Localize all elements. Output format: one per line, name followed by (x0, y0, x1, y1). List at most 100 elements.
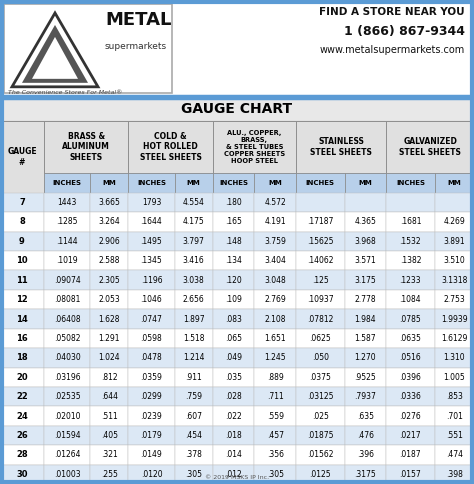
Text: 2.906: 2.906 (99, 237, 120, 246)
Text: .396: .396 (357, 451, 374, 459)
Text: .1681: .1681 (400, 217, 421, 227)
Bar (174, 309, 213, 329)
Bar (296, 465, 345, 484)
Text: .511: .511 (101, 411, 118, 421)
Bar (296, 232, 345, 251)
Bar (255, 445, 296, 465)
Bar (213, 329, 255, 348)
Text: 1 (866) 867-9344: 1 (866) 867-9344 (344, 25, 465, 38)
Text: FIND A STORE NEAR YOU: FIND A STORE NEAR YOU (319, 7, 465, 17)
Text: .018: .018 (225, 431, 242, 440)
Text: .0598: .0598 (141, 334, 162, 343)
Bar (0, 232, 44, 251)
Text: .0396: .0396 (400, 373, 421, 382)
Text: STAINLESS
STEEL SHEETS: STAINLESS STEEL SHEETS (310, 137, 372, 156)
Text: .305: .305 (185, 470, 202, 479)
Text: .559: .559 (267, 411, 283, 421)
Bar (213, 309, 255, 329)
Text: INCHES: INCHES (219, 180, 248, 186)
Text: .0516: .0516 (400, 353, 421, 363)
Bar (128, 329, 174, 348)
Bar (213, 212, 255, 232)
Bar (128, 426, 174, 445)
Text: .3175: .3175 (355, 470, 376, 479)
Bar (0, 329, 44, 348)
Bar (213, 290, 255, 309)
Bar (435, 271, 474, 290)
Text: 1.310: 1.310 (444, 353, 465, 363)
Bar (435, 232, 474, 251)
Bar (128, 212, 174, 232)
Text: INCHES: INCHES (53, 180, 82, 186)
Polygon shape (12, 13, 98, 87)
Text: .0299: .0299 (141, 392, 162, 401)
Text: .012: .012 (225, 470, 242, 479)
Text: 3.968: 3.968 (355, 237, 376, 246)
Text: .911: .911 (185, 373, 202, 382)
Bar (345, 426, 386, 445)
Bar (435, 290, 474, 309)
Bar (90, 173, 128, 193)
Text: 3.175: 3.175 (355, 276, 376, 285)
Bar (386, 212, 435, 232)
Text: .1019: .1019 (56, 257, 78, 265)
Bar (255, 212, 296, 232)
Bar (345, 367, 386, 387)
Bar (174, 329, 213, 348)
Text: .08081: .08081 (54, 295, 80, 304)
Text: .644: .644 (101, 392, 118, 401)
Text: .1345: .1345 (141, 257, 162, 265)
Bar (174, 271, 213, 290)
Bar (345, 465, 386, 484)
Bar (90, 407, 128, 426)
Bar (128, 290, 174, 309)
Bar (44, 348, 90, 367)
Bar (386, 387, 435, 407)
Text: .17187: .17187 (307, 217, 333, 227)
Text: .0635: .0635 (400, 334, 421, 343)
Text: 3.665: 3.665 (98, 198, 120, 207)
Bar (0, 407, 44, 426)
Text: 8: 8 (19, 217, 25, 227)
Bar (296, 367, 345, 387)
Text: MM: MM (447, 180, 461, 186)
Polygon shape (22, 25, 88, 83)
Text: 2.108: 2.108 (264, 315, 286, 323)
Text: .01562: .01562 (307, 451, 334, 459)
Bar (174, 212, 213, 232)
Bar (44, 121, 128, 173)
Bar (435, 465, 474, 484)
Bar (255, 290, 296, 309)
Bar (386, 465, 435, 484)
Bar (128, 251, 174, 271)
Bar (296, 290, 345, 309)
Text: .1644: .1644 (141, 217, 162, 227)
Text: .607: .607 (185, 411, 202, 421)
Text: .635: .635 (357, 411, 374, 421)
Text: .889: .889 (267, 373, 283, 382)
Bar (44, 193, 90, 212)
Text: 3.891: 3.891 (444, 237, 465, 246)
Text: 1443: 1443 (57, 198, 77, 207)
Bar (296, 387, 345, 407)
Bar (345, 271, 386, 290)
Bar (386, 271, 435, 290)
Text: .356: .356 (267, 451, 283, 459)
Text: 3.048: 3.048 (264, 276, 286, 285)
Bar (255, 426, 296, 445)
Text: GAUGE
#: GAUGE # (7, 147, 37, 166)
Bar (213, 173, 255, 193)
Text: 2.778: 2.778 (355, 295, 376, 304)
Bar (296, 251, 345, 271)
Text: 1.518: 1.518 (183, 334, 204, 343)
Text: .09074: .09074 (54, 276, 81, 285)
Bar (128, 173, 174, 193)
Bar (174, 367, 213, 387)
Text: .02010: .02010 (54, 411, 80, 421)
Text: .0625: .0625 (310, 334, 331, 343)
Text: .109: .109 (225, 295, 242, 304)
Bar (435, 348, 474, 367)
Text: .03196: .03196 (54, 373, 81, 382)
Bar (44, 271, 90, 290)
Text: 28: 28 (16, 451, 28, 459)
